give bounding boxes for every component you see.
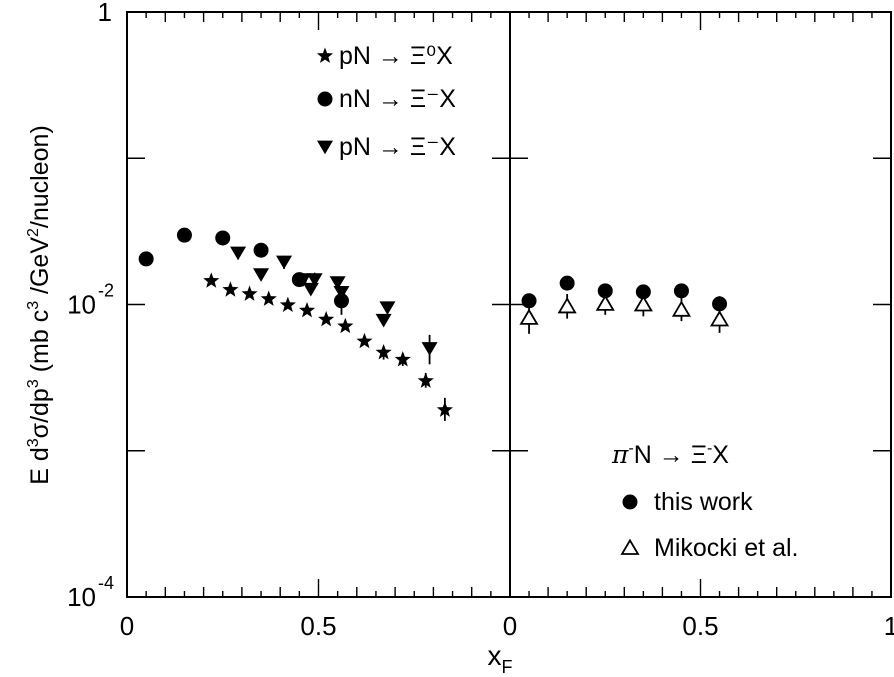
legend-title: π-N → Ξ-X: [611, 440, 729, 469]
x-tick-label: 0: [503, 611, 517, 641]
data-point-star: [375, 343, 392, 360]
data-point-circle: [559, 275, 575, 291]
legend-marker-triangle-down: [317, 140, 333, 155]
data-point-triangle-up-open: [671, 300, 692, 317]
data-point-circle: [215, 230, 231, 246]
data-point-circle: [138, 251, 154, 267]
data-point-star: [279, 296, 296, 313]
data-point-circle: [253, 242, 269, 258]
data-point-circle: [673, 283, 689, 299]
y-axis-label: E d3σ/dp3 (mb c3 /GeV2/nucleon): [25, 125, 54, 485]
data-marks: [138, 227, 730, 421]
axis-ticks: [126, 11, 892, 598]
y-tick-exponent: -4: [98, 573, 114, 593]
y-tick-label: 10: [67, 290, 96, 320]
data-point-star: [260, 290, 277, 306]
y-tick-exponent: -2: [98, 281, 114, 301]
data-point-triangle-up-open: [519, 308, 539, 325]
data-point-star: [417, 372, 434, 388]
x-tick-label: 0.5: [300, 611, 336, 641]
data-point-circle: [521, 293, 537, 309]
data-point-star: [222, 281, 239, 297]
x-tick-label: 0: [120, 611, 134, 641]
data-point-star: [241, 285, 258, 301]
legend-marker-star: [316, 47, 334, 63]
data-point-triangle-up-open: [595, 294, 615, 311]
y-tick-label: 1: [98, 0, 112, 27]
data-point-circle: [597, 283, 613, 299]
data-point-star: [436, 401, 453, 417]
x-axis-label: xF: [488, 640, 513, 677]
data-point-star: [394, 351, 411, 367]
legend-marker-triangle-up-open: [620, 538, 640, 555]
data-point-triangle-down: [375, 313, 392, 328]
data-point-circle: [712, 296, 728, 312]
data-point-circle: [176, 227, 192, 243]
legends: pN → Ξ⁰X nN → Ξ⁻X pN → Ξ⁻X π-N → Ξ-X this wo…: [316, 42, 798, 562]
data-point-triangle-down: [230, 246, 247, 261]
legend-marker-circle: [622, 494, 638, 510]
data-point-triangle-up-open: [633, 295, 653, 312]
data-point-star: [318, 310, 335, 327]
legend-label: pN → Ξ⁻X: [339, 133, 456, 161]
data-point-star: [356, 332, 373, 349]
legend-label: pN → Ξ⁰X: [339, 42, 453, 70]
data-point-triangle-down: [421, 342, 438, 356]
data-point-triangle-down: [253, 268, 270, 282]
legend-label: nN → Ξ⁻X: [339, 85, 456, 113]
data-point-triangle-up-open: [557, 297, 577, 314]
data-point-triangle-down: [302, 282, 319, 297]
data-point-triangle-down: [295, 273, 312, 287]
data-point-triangle-down: [379, 301, 396, 315]
y-tick-label: 10: [67, 582, 96, 612]
data-point-triangle-down: [329, 276, 346, 290]
data-point-circle: [333, 293, 349, 309]
legend-label: this work: [654, 488, 753, 516]
data-point-circle: [635, 284, 651, 300]
data-point-triangle-down: [276, 255, 293, 270]
data-point-triangle-down: [306, 273, 323, 287]
data-point-star: [337, 317, 354, 334]
data-point-triangle-up-open: [709, 310, 730, 327]
legend-marker-circle: [317, 91, 333, 107]
data-point-star: [298, 301, 316, 318]
data-point-triangle-down: [333, 285, 350, 300]
x-tick-label: 1: [884, 611, 894, 641]
legend-label: Mikocki et al.: [654, 534, 798, 562]
x-tick-label: 0.5: [682, 611, 718, 641]
data-point-star: [203, 272, 220, 288]
